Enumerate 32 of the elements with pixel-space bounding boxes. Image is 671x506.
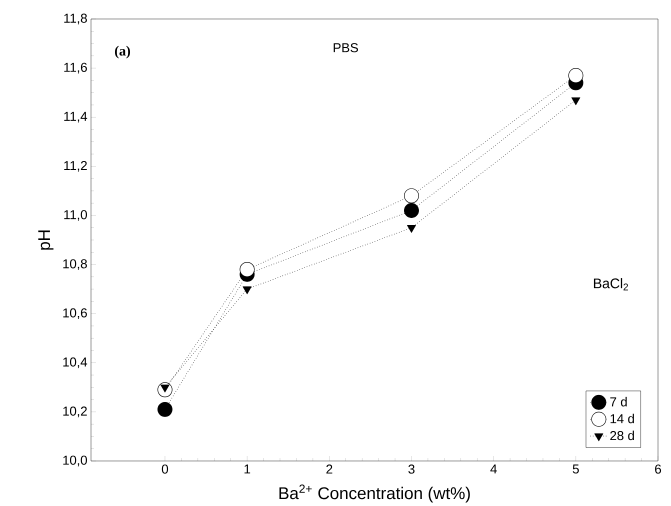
x-axis-title: Ba$^{2+}$ Concentration (wt%) (279, 484, 470, 503)
y-tick-label: 11,0 (64, 210, 87, 221)
y-tick-label: 11,4 (64, 112, 88, 123)
y-tick-label: 10,4 (63, 357, 88, 368)
y-tick-label: 10,2 (63, 406, 87, 418)
x-tick-label: 3 (408, 464, 415, 474)
annotation: PBS (334, 43, 358, 52)
x-tick-label: 1 (244, 464, 250, 474)
point (571, 97, 580, 106)
y-tick-label: 11,8 (64, 14, 87, 24)
y-tick-label: 11,2 (64, 161, 87, 172)
point (404, 203, 419, 218)
x-tick-label: 2 (326, 464, 332, 474)
point (568, 68, 584, 84)
x-tick-label: 5 (572, 464, 579, 474)
point (240, 262, 255, 277)
legend-label: 7 d (610, 396, 627, 407)
point (242, 286, 252, 294)
point (407, 225, 416, 233)
point (157, 402, 172, 417)
annotation: (a) (114, 46, 130, 59)
y-axis-title: pH (38, 230, 54, 250)
legend-label: 28 d (610, 430, 634, 440)
legend-title: BaCl$_{2}$ (594, 278, 628, 290)
y-tick-label: 10,0 (63, 456, 87, 466)
x-tick-label: 4 (490, 464, 497, 474)
y-tick-label: 11,6 (64, 62, 87, 74)
legend-label: 14 d (610, 414, 634, 424)
y-tick-label: 10,8 (63, 259, 87, 270)
y-tick-label: 10,6 (63, 308, 87, 320)
x-tick-label: 0 (162, 464, 168, 474)
x-tick-label: 6 (655, 464, 662, 474)
